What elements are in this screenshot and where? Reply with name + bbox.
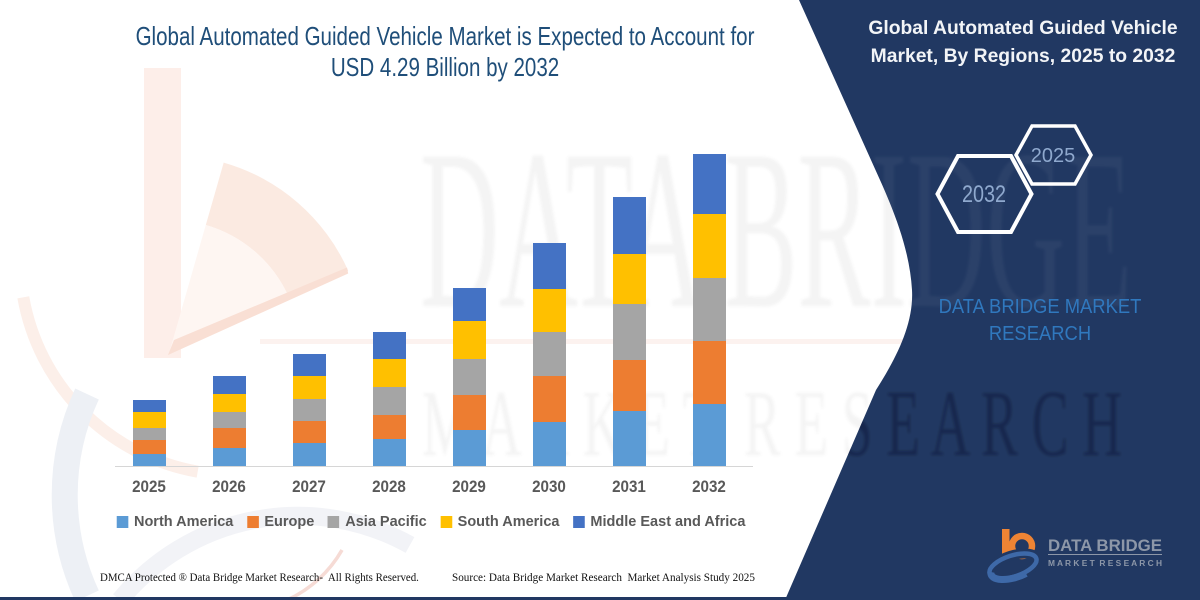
svg-text:M A R K E T R E S E A R C H: M A R K E T R E S E A R C H xyxy=(1048,559,1162,568)
svg-text:2025: 2025 xyxy=(1031,145,1076,167)
svg-text:2032: 2032 xyxy=(962,181,1006,208)
svg-text:DATA BRIDGE: DATA BRIDGE xyxy=(1048,536,1162,555)
